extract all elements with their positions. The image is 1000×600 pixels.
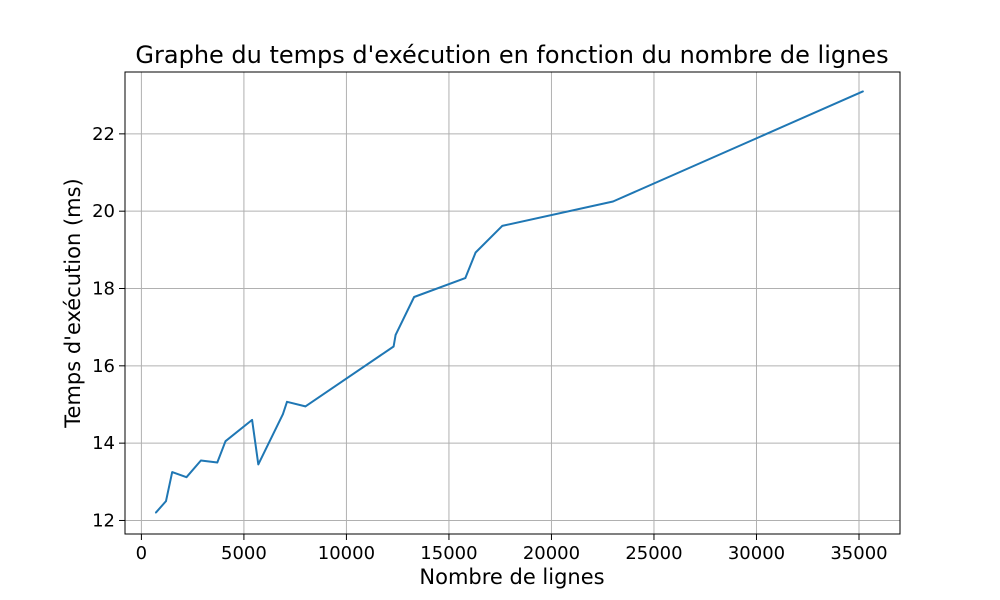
data-point (224, 440, 227, 443)
data-point (286, 400, 288, 403)
data-point (612, 200, 614, 203)
y-axis-label: Temps d'exécution (ms) (61, 178, 85, 428)
data-point (392, 345, 395, 348)
chart-title: Graphe du temps d'exécution en fonction … (135, 41, 888, 69)
series-group (154, 90, 864, 514)
y-tick-label: 22 (92, 124, 115, 145)
x-axis-label: Nombre de lignes (419, 565, 604, 589)
data-point (171, 471, 173, 473)
series-line (155, 90, 864, 514)
x-tick-label: 5000 (221, 543, 267, 564)
x-tick-label: 30000 (728, 543, 785, 564)
data-point (413, 296, 415, 298)
data-point (216, 461, 219, 464)
data-point (862, 90, 864, 93)
data-point (165, 500, 167, 502)
x-tick-label: 10000 (318, 543, 375, 564)
axis-ticks: 0 5000 10000 15000 20000 25000 30000 35000 12 14 1… (92, 124, 888, 564)
data-point (501, 225, 504, 227)
data-point (257, 463, 260, 466)
data-point (185, 476, 188, 478)
data-point (154, 511, 157, 514)
x-tick-label: 0 (136, 543, 147, 564)
plot-frame (124, 71, 901, 535)
data-point (304, 405, 307, 408)
data-point (200, 459, 202, 462)
x-tick-label: 15000 (420, 543, 477, 564)
y-tick-label: 12 (92, 510, 115, 531)
y-tick-label: 20 (92, 201, 115, 222)
y-tick-label: 14 (92, 433, 115, 454)
data-point (474, 251, 477, 254)
x-tick-label: 25000 (625, 543, 682, 564)
y-tick-label: 18 (92, 279, 115, 300)
y-tick-label: 16 (92, 356, 115, 377)
data-point (464, 277, 467, 279)
grid-lines (125, 72, 900, 534)
data-point (282, 413, 284, 415)
data-point (394, 334, 397, 336)
x-tick-label: 35000 (830, 543, 887, 564)
x-tick-label: 20000 (523, 543, 580, 564)
data-point (251, 419, 253, 421)
